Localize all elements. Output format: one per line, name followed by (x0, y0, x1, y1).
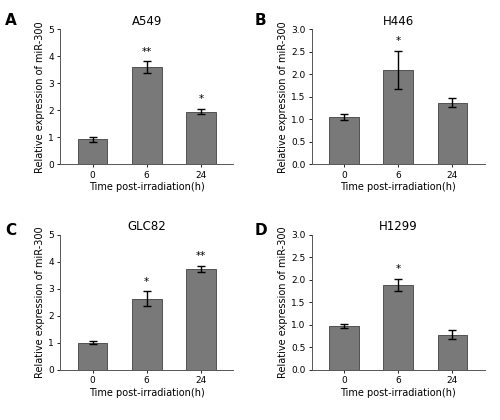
X-axis label: Time post-irradiation(h): Time post-irradiation(h) (340, 388, 456, 398)
Bar (132, 299, 162, 370)
Title: H446: H446 (382, 15, 414, 28)
Bar (186, 112, 216, 164)
Bar (384, 285, 413, 370)
Text: **: ** (196, 251, 206, 261)
Title: H1299: H1299 (379, 220, 418, 234)
Bar (438, 335, 468, 370)
X-axis label: Time post-irradiation(h): Time post-irradiation(h) (340, 182, 456, 192)
Bar (78, 343, 108, 370)
Text: C: C (5, 223, 16, 238)
Text: *: * (396, 265, 401, 274)
Y-axis label: Relative expression of miR-300: Relative expression of miR-300 (278, 226, 288, 378)
Text: A: A (5, 13, 17, 28)
Title: A549: A549 (132, 15, 162, 28)
Bar (438, 103, 468, 164)
Text: B: B (255, 13, 266, 28)
Y-axis label: Relative expression of miR-300: Relative expression of miR-300 (35, 226, 45, 378)
X-axis label: Time post-irradiation(h): Time post-irradiation(h) (89, 388, 204, 398)
Bar (384, 70, 413, 164)
X-axis label: Time post-irradiation(h): Time post-irradiation(h) (89, 182, 204, 192)
Text: *: * (144, 277, 150, 286)
Y-axis label: Relative expression of miR-300: Relative expression of miR-300 (35, 21, 45, 173)
Bar (186, 269, 216, 370)
Text: D: D (255, 223, 268, 238)
Bar (329, 117, 359, 164)
Text: **: ** (142, 47, 152, 57)
Text: *: * (198, 94, 203, 104)
Text: *: * (396, 36, 401, 46)
Title: GLC82: GLC82 (128, 220, 166, 234)
Y-axis label: Relative expression of miR-300: Relative expression of miR-300 (278, 21, 288, 173)
Bar (329, 326, 359, 370)
Bar (78, 139, 108, 164)
Bar (132, 67, 162, 164)
